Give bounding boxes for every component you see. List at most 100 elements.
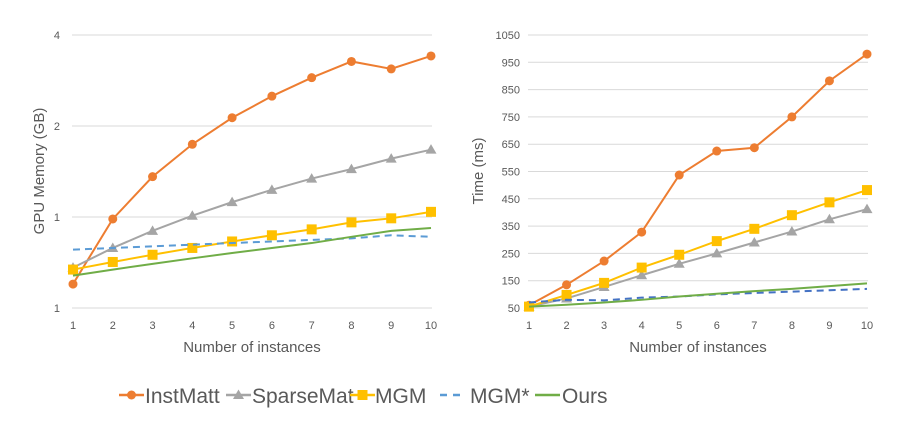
data-point <box>306 173 318 183</box>
series-mgm <box>524 185 872 312</box>
data-point <box>862 185 872 196</box>
series-line <box>528 282 868 308</box>
data-point <box>346 217 357 228</box>
data-point <box>107 256 118 267</box>
y-tick-label: 1050 <box>496 30 520 42</box>
y-tick-label: 550 <box>502 167 520 179</box>
data-point <box>749 143 759 153</box>
series-instmatt <box>68 51 436 289</box>
data-point <box>636 262 647 273</box>
data-point <box>187 139 197 149</box>
x-tick-label: 3 <box>601 320 607 332</box>
y-tick-label: 350 <box>502 221 520 233</box>
data-point <box>824 197 835 208</box>
data-point <box>711 247 723 258</box>
legend-label: MGM* <box>470 385 530 408</box>
data-point <box>386 64 396 74</box>
data-point <box>673 258 685 268</box>
legend-item: MGM* <box>440 385 530 408</box>
legend-label: InstMatt <box>145 385 220 408</box>
time-chart: 1050 950 850 750 650 550 450 350 250 150 50 1 2 3 4 5 6 7… <box>470 30 873 356</box>
x-tick-label: 7 <box>309 320 315 332</box>
series-line <box>528 208 868 308</box>
legend-marker <box>357 390 368 400</box>
x-axis-label: Number of instances <box>629 339 767 356</box>
data-point <box>711 236 722 247</box>
x-tick-label: 9 <box>388 320 394 332</box>
series-line <box>528 189 868 308</box>
y-tick-label: 4 <box>54 30 60 42</box>
data-point <box>227 236 238 247</box>
series-ours <box>528 282 868 308</box>
data-point <box>346 56 356 66</box>
series-sparsemat <box>523 203 873 311</box>
legend-marker <box>127 390 136 400</box>
data-point <box>386 213 397 224</box>
series-mgm <box>68 206 436 275</box>
data-point <box>108 214 118 224</box>
x-tick-label: 8 <box>789 320 795 332</box>
series-ours <box>72 226 432 277</box>
legend-label: Ours <box>562 385 608 408</box>
data-point <box>426 206 436 217</box>
x-tick-label: 6 <box>714 320 720 332</box>
y-axis-label: Time (ms) <box>470 138 487 205</box>
x-tick-label: 4 <box>189 320 195 332</box>
y-tick-label: 950 <box>502 57 520 69</box>
x-tick-label: 10 <box>425 320 437 332</box>
data-point <box>674 170 684 180</box>
data-point <box>266 184 278 194</box>
series-instmatt <box>524 49 872 310</box>
legend-item: InstMatt <box>119 385 220 408</box>
y-tick-label: 1 <box>54 212 60 224</box>
data-point <box>426 51 436 61</box>
data-point <box>306 224 317 235</box>
data-point <box>307 73 317 83</box>
data-point <box>862 49 872 59</box>
data-point <box>824 76 834 86</box>
data-point <box>787 112 797 122</box>
y-tick-label: 450 <box>502 194 520 206</box>
data-point <box>68 279 78 289</box>
series-sparsemat <box>67 144 437 272</box>
data-point <box>861 203 873 214</box>
y-tick-label: 50 <box>508 303 520 315</box>
y-tick-label: 150 <box>502 276 520 288</box>
data-point <box>786 210 797 221</box>
x-tick-label: 5 <box>676 320 682 332</box>
legend-label: SparseMat <box>252 385 354 408</box>
data-point <box>786 226 798 236</box>
data-point <box>674 249 685 260</box>
y-tick-label: 850 <box>502 85 520 97</box>
legend: InstMatt SparseMat MGM MGM* Ours <box>119 385 608 408</box>
y-tick-label: 650 <box>502 139 520 151</box>
data-point <box>226 196 238 207</box>
data-point <box>68 264 78 275</box>
y-tick-label: 1 <box>54 303 60 315</box>
x-tick-label: 10 <box>861 320 873 332</box>
y-axis-label: GPU Memory (GB) <box>31 108 48 235</box>
data-point <box>636 269 648 280</box>
data-point <box>147 249 158 260</box>
x-tick-label: 2 <box>563 320 569 332</box>
x-tick-label: 2 <box>110 320 116 332</box>
data-point <box>267 91 277 101</box>
data-point <box>712 146 722 156</box>
data-point <box>345 163 357 174</box>
data-point <box>148 172 158 182</box>
data-point <box>823 213 835 224</box>
data-point <box>748 236 760 247</box>
x-tick-label: 9 <box>826 320 832 332</box>
data-point <box>561 289 572 300</box>
data-point <box>187 242 198 253</box>
x-tick-label: 6 <box>269 320 275 332</box>
data-point <box>186 210 198 220</box>
legend-item: SparseMat <box>226 385 354 408</box>
x-tick-label: 4 <box>639 320 645 332</box>
y-tick-label: 750 <box>502 112 520 124</box>
data-point <box>425 144 437 154</box>
series-line <box>72 210 432 271</box>
data-point <box>599 277 610 288</box>
